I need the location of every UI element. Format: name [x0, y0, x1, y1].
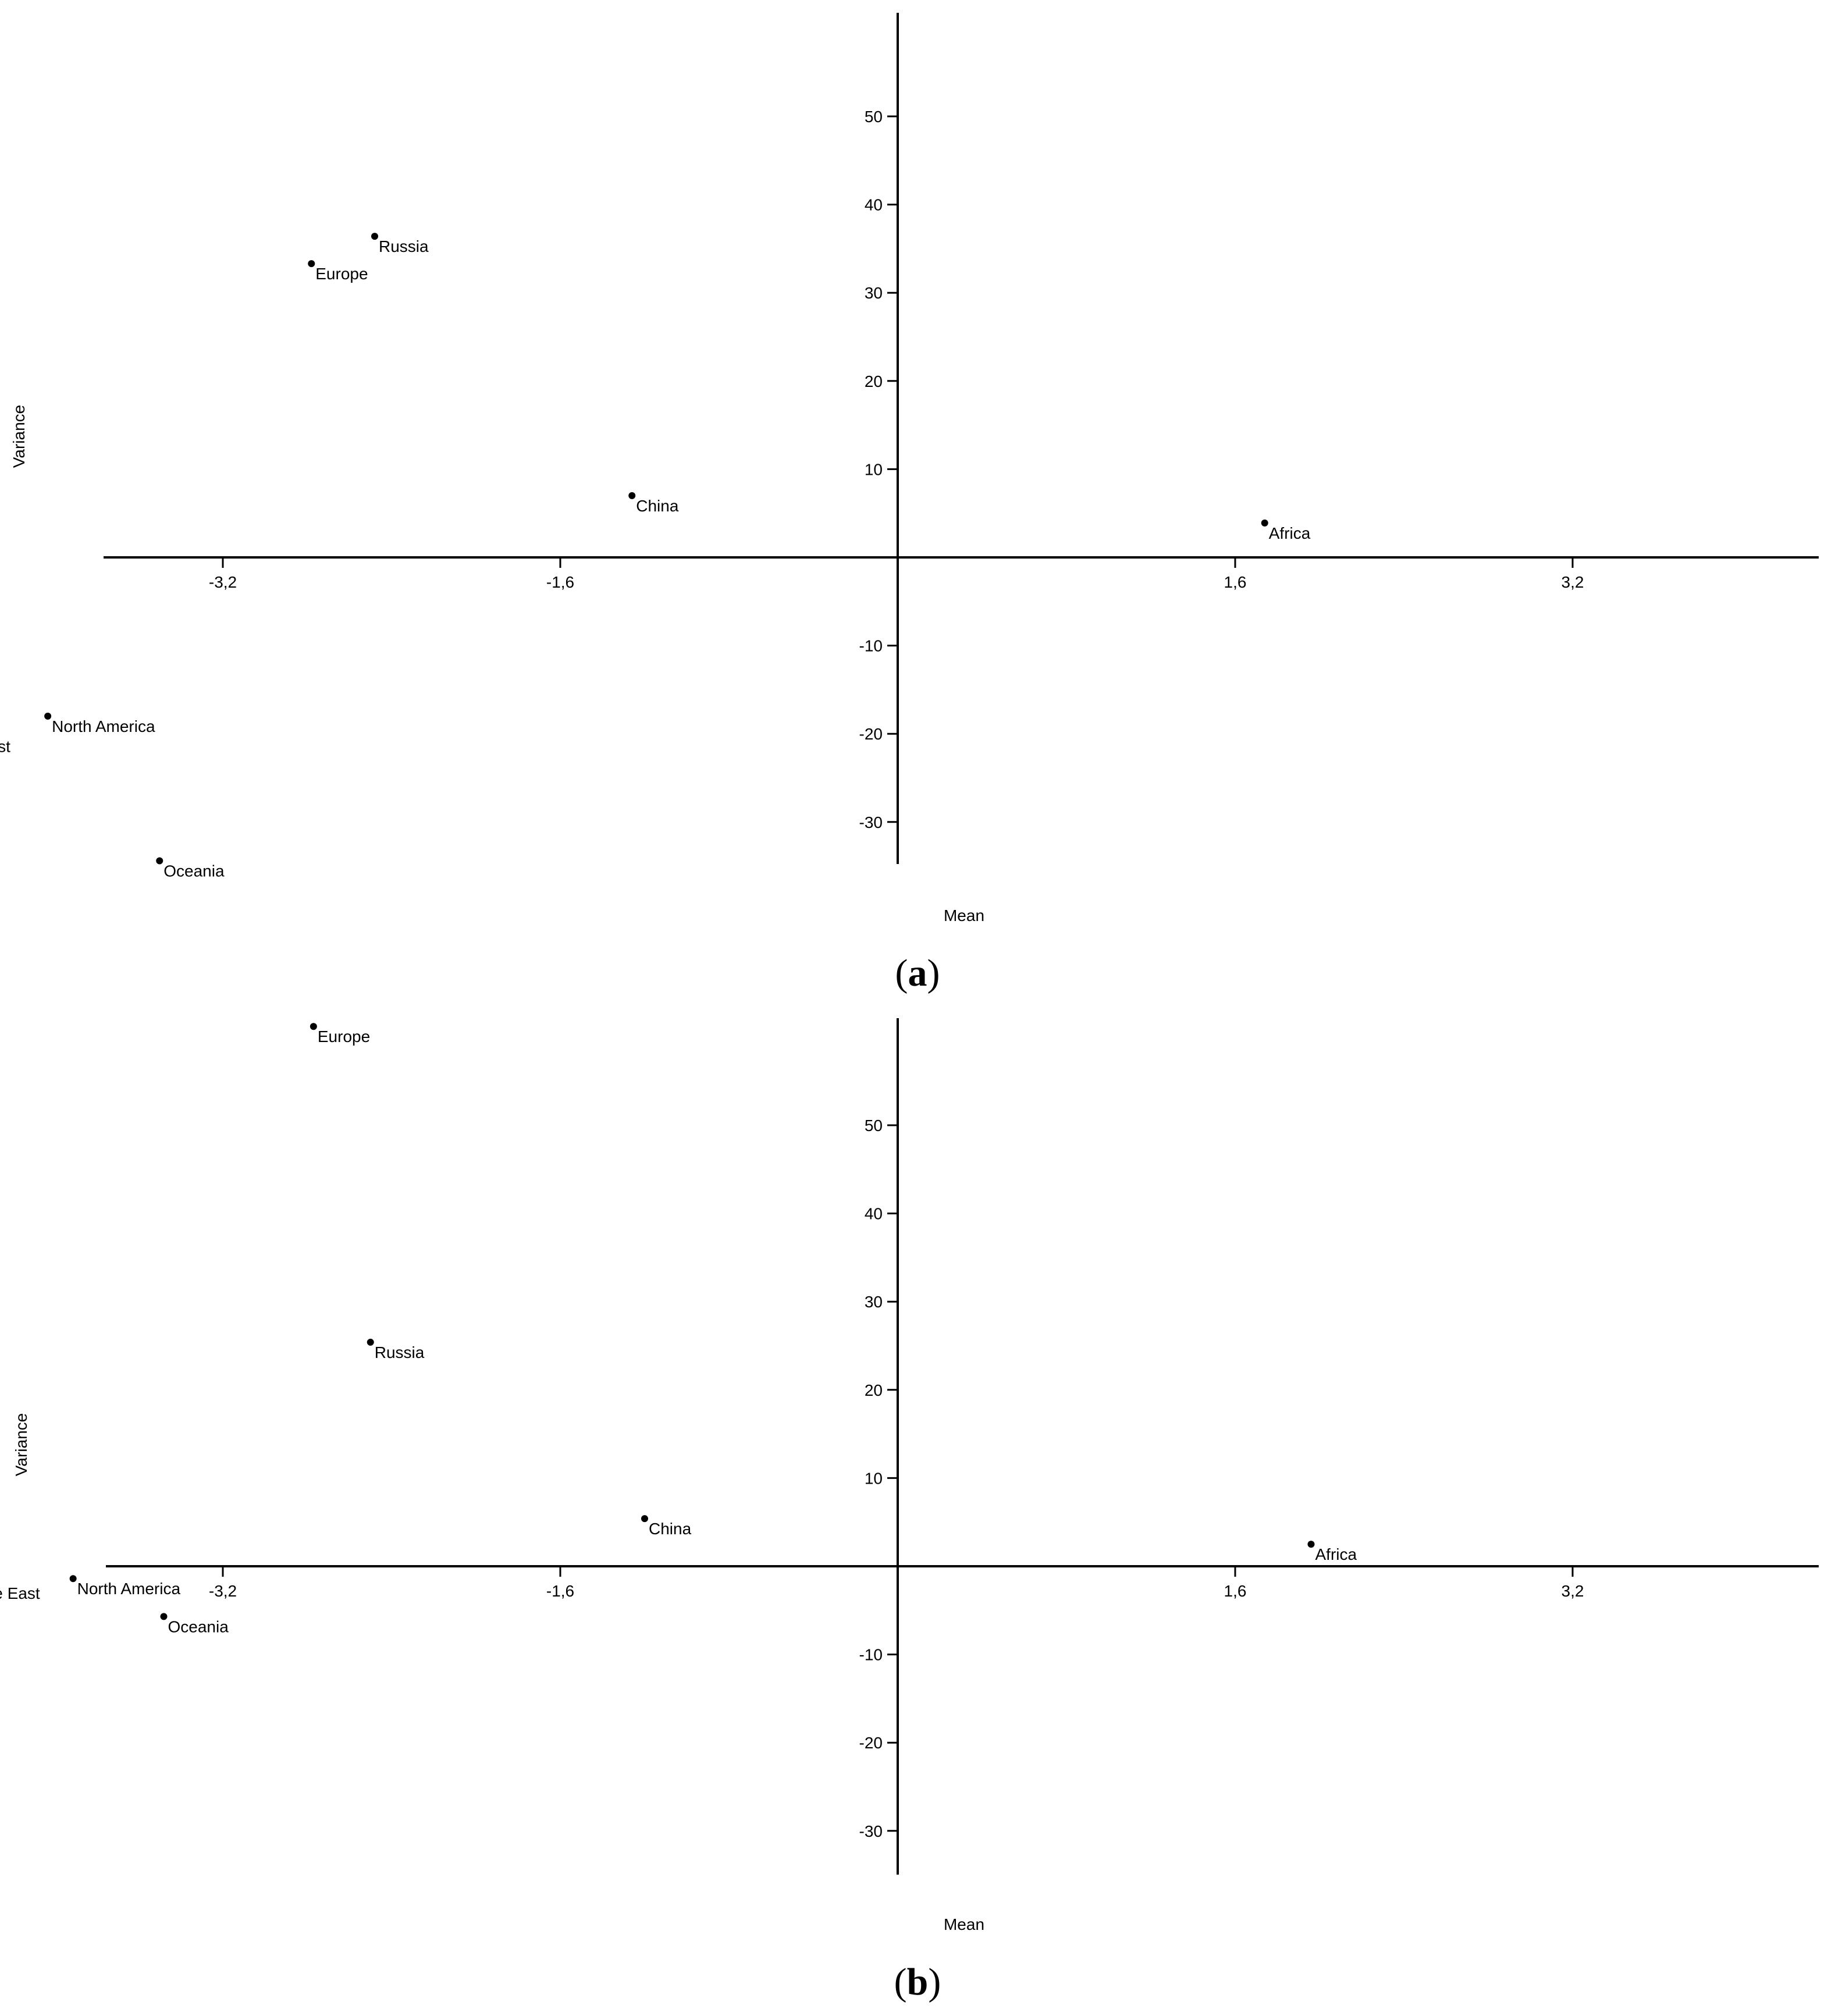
panel-b-label: (b) [894, 1961, 941, 2003]
data-point [371, 233, 378, 240]
point-label: North America [52, 717, 155, 735]
y-tick-label: 40 [865, 196, 883, 214]
y-tick-label: 30 [865, 1293, 883, 1311]
y-tick-label: 50 [865, 1117, 883, 1135]
data-point [1261, 519, 1268, 527]
y-tick-label: 10 [865, 1469, 883, 1487]
y-tick-label: 30 [865, 284, 883, 302]
y-tick-label: 20 [865, 372, 883, 390]
x-tick-label: 1,6 [1224, 573, 1247, 591]
data-point [1307, 1541, 1315, 1548]
point-label: Africa [1269, 524, 1311, 542]
x-tick-label: -3,2 [209, 1582, 237, 1600]
data-point [308, 260, 315, 268]
x-tick-label: 3,2 [1562, 1582, 1584, 1600]
data-point [628, 492, 636, 499]
x-tick-label: -1,6 [546, 1582, 574, 1600]
point-label: China [649, 1520, 692, 1538]
y-tick-label: 20 [865, 1381, 883, 1399]
y-tick-label: -30 [859, 813, 883, 831]
y-tick-label: -20 [859, 725, 883, 743]
y-tick-label: -10 [859, 637, 883, 655]
data-point [160, 1613, 168, 1620]
point-label: Russia [375, 1343, 425, 1361]
y-tick-label: 50 [865, 108, 883, 126]
point-label: Russia [379, 237, 429, 255]
x-axis-title: Mean [944, 1915, 984, 1933]
point-label: Middle East [0, 1584, 40, 1602]
y-tick-label: 10 [865, 460, 883, 478]
y-axis-title: Variance [10, 405, 28, 468]
point-label: Oceania [168, 1617, 229, 1635]
panel-b: -4,8-3,2-1,61,63,24,86,45040302010-10-20… [0, 1018, 1819, 1933]
y-tick-label: -20 [859, 1734, 883, 1752]
x-tick-label: -1,6 [546, 573, 574, 591]
x-tick-label: 1,6 [1224, 1582, 1247, 1600]
data-point [69, 1575, 77, 1583]
panel-a: -4,8-3,2-1,61,63,24,86,45040302010-10-20… [0, 13, 1819, 925]
point-label: China [636, 497, 679, 515]
point-label: Europe [318, 1027, 370, 1046]
data-point [641, 1515, 648, 1523]
data-point [44, 712, 52, 720]
data-point [310, 1023, 317, 1030]
y-tick-label: -10 [859, 1646, 883, 1664]
data-point [367, 1338, 374, 1346]
point-label: Africa [1315, 1545, 1357, 1563]
point-label: Oceania [163, 862, 225, 880]
point-label: Europe [315, 265, 368, 283]
point-label: North America [77, 1580, 181, 1598]
y-tick-label: 40 [865, 1205, 883, 1223]
x-axis-title: Mean [944, 906, 984, 925]
x-tick-label: 3,2 [1562, 573, 1584, 591]
data-point [156, 857, 163, 865]
point-label: Middle East [0, 738, 10, 756]
panel-a-label: (a) [895, 952, 940, 994]
x-tick-label: -3,2 [209, 573, 237, 591]
y-tick-label: -30 [859, 1822, 883, 1840]
y-axis-title: Variance [12, 1413, 30, 1476]
